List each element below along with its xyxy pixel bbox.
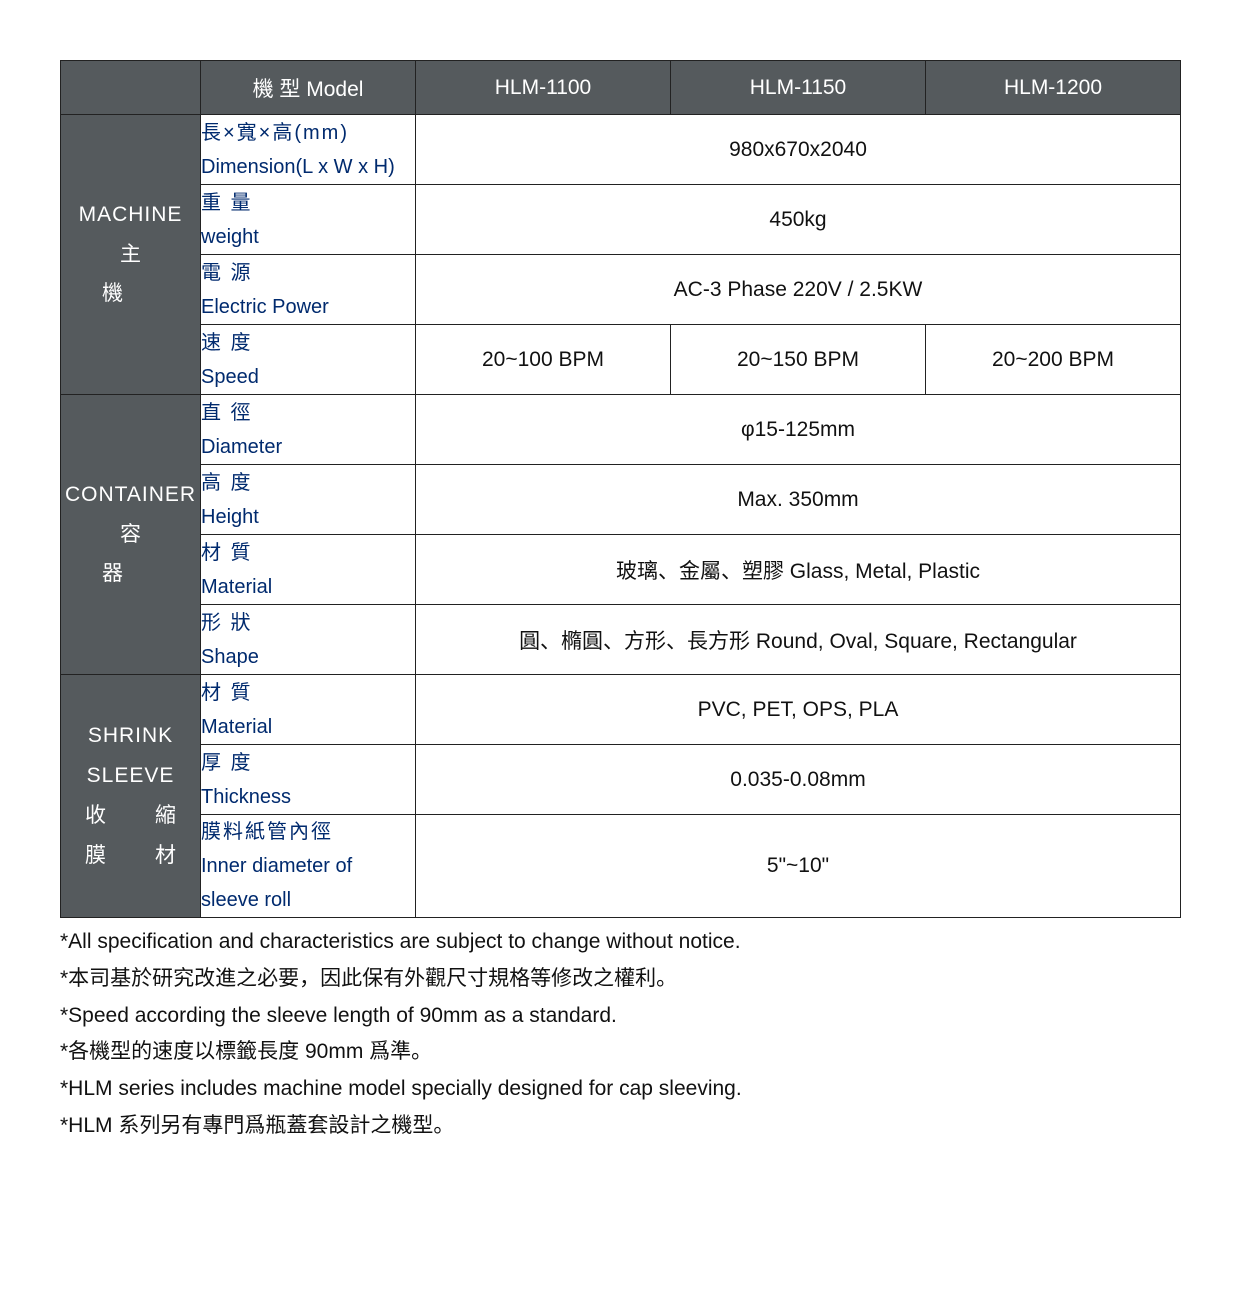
param-cell: 長×寬×高(mm) Dimension(L x W x H)	[201, 115, 416, 185]
note-line: *Speed according the sleeve length of 90…	[60, 998, 1180, 1035]
value-cell: 20~150 BPM	[671, 325, 926, 395]
table-row: CONTAINER 容器 直 徑 Diameter φ15-125mm	[61, 395, 1181, 465]
param-zh: 電 源	[201, 256, 415, 290]
param-en: Inner diameter of sleeve roll	[201, 849, 415, 917]
param-en: Material	[201, 710, 415, 744]
section-zh: 主機	[61, 235, 200, 315]
param-cell: 高 度 Height	[201, 465, 416, 535]
table-row: 電 源 Electric Power AC-3 Phase 220V / 2.5…	[61, 255, 1181, 325]
param-en: Height	[201, 500, 415, 534]
header-row: 機 型 Model HLM-1100 HLM-1150 HLM-1200	[61, 61, 1181, 115]
table-row: 材 質 Material 玻璃、金屬、塑膠 Glass, Metal, Plas…	[61, 535, 1181, 605]
param-cell: 材 質 Material	[201, 535, 416, 605]
section-en: CONTAINER	[61, 475, 200, 515]
notes-block: *All specification and characteristics a…	[60, 924, 1180, 1145]
param-cell: 電 源 Electric Power	[201, 255, 416, 325]
param-zh: 直 徑	[201, 396, 415, 430]
section-en-1: SHRINK	[61, 716, 200, 756]
section-zh: 容器	[61, 515, 200, 595]
header-model-2: HLM-1200	[926, 61, 1181, 115]
header-model-label: 機 型 Model	[201, 61, 416, 115]
param-zh: 材 質	[201, 676, 415, 710]
param-cell: 厚 度 Thickness	[201, 745, 416, 815]
param-cell: 膜料紙管內徑 Inner diameter of sleeve roll	[201, 815, 416, 918]
section-zh-1: 收 縮	[61, 796, 200, 836]
section-zh-2: 膜 材	[61, 836, 200, 876]
param-cell: 材 質 Material	[201, 675, 416, 745]
table-row: 厚 度 Thickness 0.035-0.08mm	[61, 745, 1181, 815]
value-cell: 20~100 BPM	[416, 325, 671, 395]
param-en: Speed	[201, 360, 415, 394]
table-row: MACHINE 主機 長×寬×高(mm) Dimension(L x W x H…	[61, 115, 1181, 185]
param-en: Shape	[201, 640, 415, 674]
param-cell: 重 量 weight	[201, 185, 416, 255]
note-line: *各機型的速度以標籤長度 90mm 爲準。	[60, 1034, 1180, 1071]
section-label-container: CONTAINER 容器	[61, 395, 201, 675]
section-en-2: SLEEVE	[61, 756, 200, 796]
table-row: 速 度 Speed 20~100 BPM 20~150 BPM 20~200 B…	[61, 325, 1181, 395]
param-zh: 材 質	[201, 536, 415, 570]
table-row: 形 狀 Shape 圓、橢圓、方形、長方形 Round, Oval, Squar…	[61, 605, 1181, 675]
param-zh: 形 狀	[201, 606, 415, 640]
section-label-shrink-sleeve: SHRINK SLEEVE 收 縮 膜 材	[61, 675, 201, 918]
table-row: 重 量 weight 450kg	[61, 185, 1181, 255]
param-cell: 形 狀 Shape	[201, 605, 416, 675]
header-model-0: HLM-1100	[416, 61, 671, 115]
value-cell: Max. 350mm	[416, 465, 1181, 535]
param-zh: 速 度	[201, 326, 415, 360]
param-zh: 高 度	[201, 466, 415, 500]
header-corner	[61, 61, 201, 115]
value-cell: φ15-125mm	[416, 395, 1181, 465]
note-line: *HLM 系列另有專門爲瓶蓋套設計之機型。	[60, 1108, 1180, 1145]
note-line: *HLM series includes machine model speci…	[60, 1071, 1180, 1108]
param-en: Material	[201, 570, 415, 604]
param-cell: 速 度 Speed	[201, 325, 416, 395]
param-zh: 厚 度	[201, 746, 415, 780]
table-row: 膜料紙管內徑 Inner diameter of sleeve roll 5"~…	[61, 815, 1181, 918]
header-model-1: HLM-1150	[671, 61, 926, 115]
note-line: *本司基於研究改進之必要，因此保有外觀尺寸規格等修改之權利。	[60, 961, 1180, 998]
note-line: *All specification and characteristics a…	[60, 924, 1180, 961]
table-row: SHRINK SLEEVE 收 縮 膜 材 材 質 Material PVC, …	[61, 675, 1181, 745]
section-label-machine: MACHINE 主機	[61, 115, 201, 395]
param-en: Electric Power	[201, 290, 415, 324]
value-cell: 5"~10"	[416, 815, 1181, 918]
param-en: Thickness	[201, 780, 415, 814]
value-cell: 玻璃、金屬、塑膠 Glass, Metal, Plastic	[416, 535, 1181, 605]
value-cell: 20~200 BPM	[926, 325, 1181, 395]
section-en: MACHINE	[61, 195, 200, 235]
param-zh: 膜料紙管內徑	[201, 815, 415, 849]
param-zh: 重 量	[201, 186, 415, 220]
param-zh: 長×寬×高(mm)	[201, 116, 415, 150]
value-cell: 圓、橢圓、方形、長方形 Round, Oval, Square, Rectang…	[416, 605, 1181, 675]
value-cell: AC-3 Phase 220V / 2.5KW	[416, 255, 1181, 325]
value-cell: PVC, PET, OPS, PLA	[416, 675, 1181, 745]
param-en: Diameter	[201, 430, 415, 464]
table-row: 高 度 Height Max. 350mm	[61, 465, 1181, 535]
spec-table: 機 型 Model HLM-1100 HLM-1150 HLM-1200 MAC…	[60, 60, 1181, 918]
value-cell: 0.035-0.08mm	[416, 745, 1181, 815]
value-cell: 450kg	[416, 185, 1181, 255]
param-en: Dimension(L x W x H)	[201, 150, 415, 184]
param-cell: 直 徑 Diameter	[201, 395, 416, 465]
param-en: weight	[201, 220, 415, 254]
value-cell: 980x670x2040	[416, 115, 1181, 185]
